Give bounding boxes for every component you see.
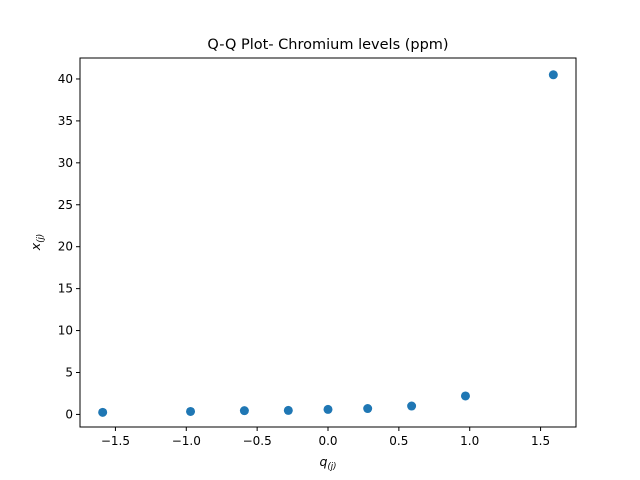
- x-tick-label: 1.5: [531, 434, 550, 448]
- data-point: [460, 391, 470, 401]
- x-tick-label: −1.0: [172, 434, 201, 448]
- x-axis-label: q(j): [320, 454, 337, 472]
- data-point: [186, 406, 196, 416]
- y-tick-label: 30: [58, 156, 73, 170]
- y-tick-label: 10: [58, 324, 73, 338]
- x-axis-label-sub: (j): [327, 462, 336, 472]
- data-points: [98, 70, 558, 417]
- y-axis: 0 5 10 15 20 25 30 35 40: [58, 72, 80, 421]
- y-tick-label: 0: [65, 407, 73, 421]
- y-tick-label: 25: [58, 198, 73, 212]
- y-tick-label: 35: [58, 114, 73, 128]
- data-point: [239, 406, 249, 416]
- y-tick-label: 40: [58, 72, 73, 86]
- data-point: [363, 404, 373, 414]
- data-point: [323, 404, 333, 414]
- x-tick-label: −1.5: [101, 434, 130, 448]
- data-point: [548, 70, 558, 80]
- y-axis-label-sub: (j): [36, 234, 46, 243]
- x-tick-label: 0.5: [389, 434, 408, 448]
- y-axis-label: x(j): [28, 234, 46, 251]
- data-point: [407, 401, 417, 411]
- y-tick-label: 20: [58, 240, 73, 254]
- plot-area: −1.5 −1.0 −0.5 0.0 0.5 1.0 1.5 0 5 10 15 20 25 30 35 4…: [58, 57, 577, 448]
- y-tick-label: 5: [65, 365, 73, 379]
- y-axis-label-base: x: [28, 242, 43, 251]
- y-tick-label: 15: [58, 282, 73, 296]
- x-tick-label: 1.0: [460, 434, 479, 448]
- data-point: [98, 407, 108, 417]
- x-tick-label: 0.0: [318, 434, 337, 448]
- chart-title: Q-Q Plot- Chromium levels (ppm): [207, 37, 448, 53]
- x-axis-label-base: q: [320, 454, 328, 469]
- data-point: [283, 405, 293, 415]
- x-axis: −1.5 −1.0 −0.5 0.0 0.5 1.0 1.5: [101, 427, 550, 448]
- x-tick-label: −0.5: [243, 434, 272, 448]
